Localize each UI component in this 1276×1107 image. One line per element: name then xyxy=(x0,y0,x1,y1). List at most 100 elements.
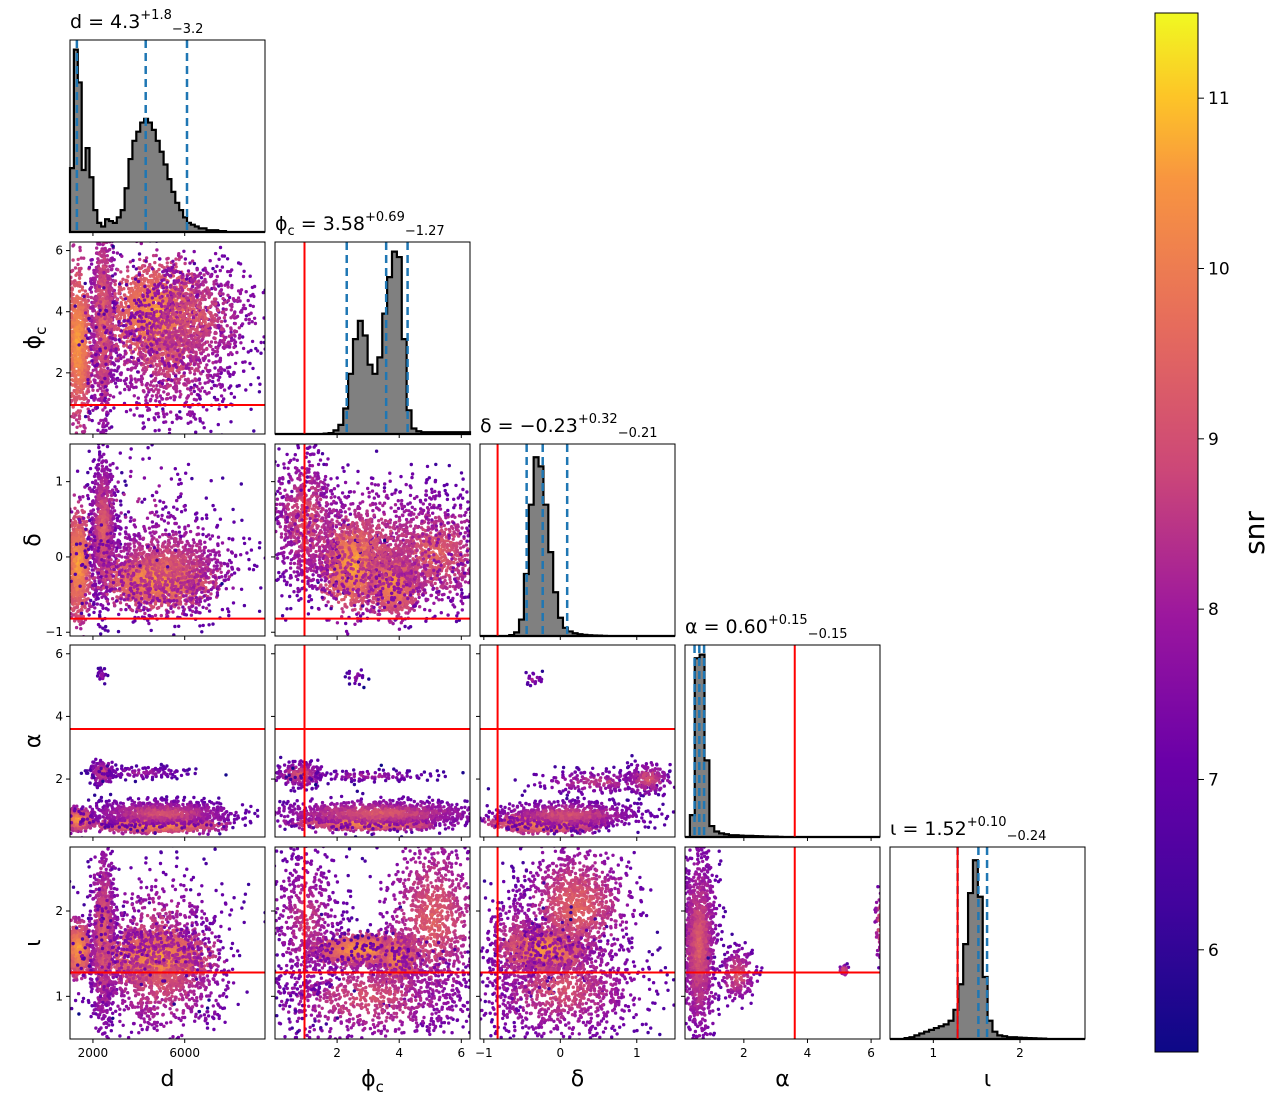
scatter-cluster-delta-alpha-2 xyxy=(486,765,672,802)
xaxis-label-d: d xyxy=(161,1067,175,1092)
yaxis-label-phi_c: ϕc xyxy=(21,327,50,350)
scatter-cluster-delta-alpha-3 xyxy=(618,754,675,798)
scatter-cluster-phi_c-iota-3 xyxy=(275,905,470,1039)
scatter-cluster-phi_c-alpha-3 xyxy=(284,763,465,787)
scatter-cluster-d-delta-0 xyxy=(70,493,101,636)
xtick-label-delta-1: 0 xyxy=(556,1046,564,1060)
scatter-cluster-d-phi_c-0 xyxy=(70,242,101,434)
xtick-label-d-0: 2000 xyxy=(78,1046,109,1060)
scatter-frame-d-phi_c xyxy=(69,241,266,435)
ytick-label-alpha-1: 4 xyxy=(55,709,63,723)
scatter-cluster-d-iota-0 xyxy=(70,915,96,996)
title-delta: δ = −0.23+0.32−0.21 xyxy=(480,412,658,441)
ytick-label-phi_c-2: 6 xyxy=(55,244,63,258)
hist-bg-alpha xyxy=(685,645,880,837)
hist-frame-delta xyxy=(479,443,676,637)
xtick-label-iota-1: 2 xyxy=(1016,1046,1024,1060)
scatter-phi_c-delta xyxy=(275,444,470,636)
hist-frame-iota xyxy=(889,846,1086,1040)
ytick-label-alpha-2: 6 xyxy=(55,647,63,661)
title-d: d = 4.3+1.8−3.2 xyxy=(70,8,203,37)
xtick-label-alpha-0: 2 xyxy=(740,1046,748,1060)
scatter-frame-d-delta xyxy=(69,443,266,637)
ytick-label-phi_c-1: 4 xyxy=(55,305,63,319)
colorbar-tick-label-5: 11 xyxy=(1208,89,1230,109)
xtick-label-phi_c-2: 6 xyxy=(457,1046,465,1060)
scatter-frame-delta-alpha xyxy=(479,644,676,838)
scatter-cluster-d-alpha-5 xyxy=(95,666,110,686)
scatter-cluster-alpha-iota-3 xyxy=(838,962,851,977)
scatter-cluster-phi_c-iota-2 xyxy=(363,847,470,1033)
colorbar-gradient xyxy=(1154,12,1199,1053)
xaxis-label-alpha: α xyxy=(775,1067,790,1092)
scatter-frame-alpha-iota xyxy=(684,846,881,1040)
ytick-label-iota-1: 2 xyxy=(55,904,63,918)
scatter-frame-d-alpha xyxy=(69,644,266,838)
scatter-d-alpha xyxy=(70,666,260,837)
colorbar-tick-label-1: 7 xyxy=(1208,770,1219,790)
colorbar-tick-label-0: 6 xyxy=(1208,941,1219,961)
scatter-delta-alpha xyxy=(480,669,675,837)
scatter-cluster-d-iota-3 xyxy=(70,888,249,1039)
scatter-phi_c-alpha xyxy=(275,668,470,837)
scatter-cluster-alpha-iota-2 xyxy=(706,932,764,1010)
ytick-label-delta-1: 0 xyxy=(55,550,63,564)
title-alpha: α = 0.60+0.15−0.15 xyxy=(685,613,848,642)
xtick-label-delta-0: −1 xyxy=(475,1046,493,1060)
colorbar: 6 7 8 9 10 11 snr xyxy=(1154,12,1271,1053)
scatter-frame-phi_c-delta xyxy=(274,443,471,637)
ytick-label-phi_c-0: 2 xyxy=(55,366,63,380)
scatter-frame-phi_c-alpha xyxy=(274,644,471,838)
scatter-d-iota xyxy=(70,847,265,1039)
scatter-cluster-d-iota-4 xyxy=(70,847,265,1020)
scatter-frame-d-iota xyxy=(69,846,266,1040)
scatter-d-delta xyxy=(70,444,265,636)
scatter-cluster-alpha-iota-1 xyxy=(685,847,729,1039)
title-phi_c: ϕc = 3.58+0.69−1.27 xyxy=(275,210,445,239)
scatter-cluster-d-alpha-2 xyxy=(70,792,260,836)
xtick-label-delta-2: 1 xyxy=(633,1046,641,1060)
xtick-label-d-1: 6000 xyxy=(169,1046,200,1060)
scatter-cluster-d-phi_c-4 xyxy=(87,242,265,414)
hist-frame-phi_c xyxy=(274,241,471,435)
ytick-label-delta-0: −1 xyxy=(45,625,63,639)
hist-d xyxy=(68,48,265,234)
hist-frame-d xyxy=(69,39,266,233)
ytick-label-alpha-0: 2 xyxy=(55,772,63,786)
scatter-delta-iota xyxy=(480,847,675,1039)
scatter-d-phi_c xyxy=(70,242,265,434)
scatter-cluster-d-alpha-4 xyxy=(79,762,228,784)
scatter-cluster-phi_c-alpha-4 xyxy=(343,668,371,690)
colorbar-tick-label-3: 9 xyxy=(1208,430,1219,450)
ytick-label-iota-0: 1 xyxy=(55,989,63,1003)
ytick-label-delta-2: 1 xyxy=(55,475,63,489)
scatter-cluster-d-delta-3 xyxy=(70,476,265,636)
yaxis-label-delta: δ xyxy=(21,533,46,546)
colorbar-tick-label-2: 8 xyxy=(1208,600,1219,620)
scatter-cluster-alpha-iota-4 xyxy=(873,885,880,970)
xtick-label-phi_c-1: 4 xyxy=(395,1046,403,1060)
scatter-cluster-phi_c-delta-4 xyxy=(275,449,470,629)
xaxis-label-delta: δ xyxy=(571,1067,584,1092)
xtick-label-iota-0: 1 xyxy=(930,1046,938,1060)
scatter-phi_c-iota xyxy=(275,847,470,1039)
scatter-cluster-phi_c-alpha-1 xyxy=(275,789,470,837)
xtick-label-phi_c-0: 2 xyxy=(333,1046,341,1060)
xtick-label-alpha-1: 4 xyxy=(804,1046,812,1060)
scatter-frame-phi_c-iota xyxy=(274,846,471,1040)
xtick-label-alpha-2: 6 xyxy=(867,1046,875,1060)
scatter-cluster-d-delta-4 xyxy=(70,444,243,586)
title-iota: ι = 1.52+0.10−0.24 xyxy=(890,815,1046,844)
scatter-cluster-delta-alpha-1 xyxy=(480,796,675,836)
xaxis-label-phi_c: ϕc xyxy=(361,1067,384,1096)
xaxis-label-iota: ι xyxy=(984,1067,991,1092)
scatter-alpha-iota xyxy=(685,847,880,1039)
yaxis-label-alpha: α xyxy=(21,734,46,749)
hist-bg-delta xyxy=(480,444,675,636)
yaxis-label-iota: ι xyxy=(21,939,46,946)
colorbar-tick-label-4: 10 xyxy=(1208,259,1230,279)
colorbar-label: snr xyxy=(1238,511,1271,555)
scatter-cluster-delta-alpha-4 xyxy=(524,669,545,688)
scatter-frame-delta-iota xyxy=(479,846,676,1040)
